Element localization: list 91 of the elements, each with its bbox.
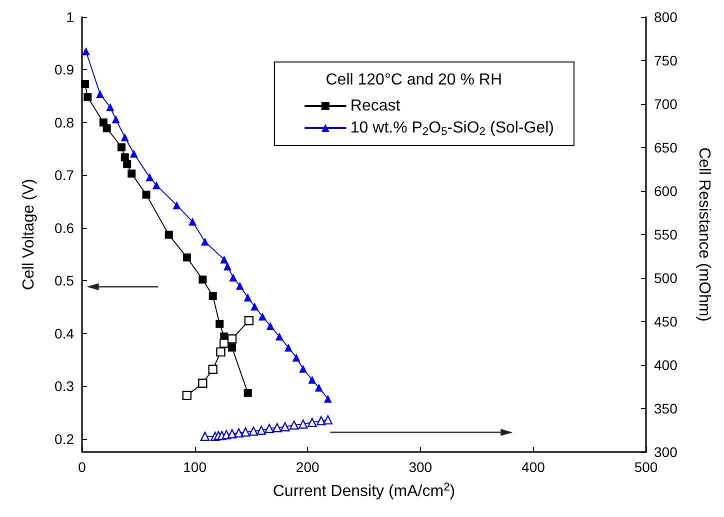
point: [188, 218, 197, 226]
x-tick-label: 200: [296, 459, 320, 475]
point: [256, 426, 266, 435]
point: [198, 276, 207, 284]
point: [224, 262, 232, 270]
point: [198, 378, 208, 388]
point: [172, 201, 181, 210]
point: [299, 364, 308, 373]
y2-tick-label: 400: [654, 357, 678, 373]
point: [208, 292, 217, 300]
point: [142, 190, 150, 199]
point: [258, 312, 266, 320]
point: [220, 338, 229, 348]
point: [96, 90, 104, 98]
y2-tick-label: 350: [654, 400, 678, 416]
y2-tick-label: 450: [654, 314, 678, 330]
point: [292, 354, 300, 362]
point: [227, 429, 237, 438]
point: [280, 422, 290, 432]
point: [289, 420, 299, 430]
x-tick-label: 100: [183, 459, 207, 475]
point: [240, 427, 250, 437]
point: [236, 282, 244, 290]
point: [123, 160, 132, 168]
y2-tick-label: 500: [654, 270, 678, 286]
y2-tick-label: 300: [654, 444, 678, 460]
y-tick-label: 0.6: [54, 220, 74, 236]
point: [200, 432, 210, 441]
y-tick-label: 1: [66, 9, 74, 25]
point: [244, 316, 254, 326]
point: [266, 322, 274, 330]
y-tick-label: 0.8: [54, 114, 74, 130]
point: [308, 376, 316, 384]
point: [84, 93, 92, 102]
point: [146, 173, 154, 182]
y-tick-label: 0.2: [54, 430, 74, 447]
x-tick-label: 0: [78, 459, 86, 475]
point: [308, 418, 317, 428]
point: [227, 334, 237, 344]
y-tick-label: 0.3: [54, 378, 74, 394]
point: [314, 384, 323, 392]
point: [284, 344, 292, 352]
x-tick-label: 500: [634, 459, 658, 475]
x-tick-label: 400: [522, 459, 546, 475]
point: [164, 230, 173, 239]
point: [275, 332, 284, 341]
point: [244, 388, 252, 397]
y-tick-label: 0.5: [54, 272, 74, 289]
y2-tick-label: 600: [654, 183, 678, 199]
point: [130, 150, 138, 158]
legend-label: Recast: [350, 98, 401, 114]
point: [316, 416, 326, 426]
point: [106, 103, 114, 112]
point: [234, 428, 244, 438]
point: [82, 47, 90, 56]
point: [298, 420, 308, 429]
y2-tick-label: 750: [654, 52, 678, 68]
point: [272, 423, 282, 432]
point: [112, 115, 120, 124]
point: [182, 390, 192, 400]
y-tick-label: 0.4: [54, 325, 74, 342]
point: [250, 302, 259, 310]
point: [200, 238, 209, 246]
y-tick-label: 0.7: [54, 167, 74, 184]
point: [120, 133, 129, 142]
y2-axis-title: Cell Resistance (mOhm): [696, 147, 712, 322]
point: [216, 347, 226, 357]
x-tick-label: 300: [408, 459, 432, 475]
y-axis-title: Cell Voltage (V): [20, 178, 38, 290]
point: [323, 415, 333, 424]
point: [229, 273, 238, 282]
point: [208, 364, 218, 374]
point: [264, 424, 274, 434]
point: [324, 394, 332, 403]
point: [220, 256, 228, 264]
point: [182, 253, 191, 262]
legend-title: Cell 120°C and 20 % RH: [326, 72, 502, 88]
y2-tick-label: 650: [654, 140, 678, 156]
point: [248, 426, 258, 436]
point: [228, 344, 236, 352]
point: [128, 170, 136, 178]
point: [152, 181, 160, 190]
point: [102, 124, 111, 132]
y2-tick-label: 550: [654, 226, 678, 242]
y2-tick-label: 800: [654, 9, 678, 25]
point: [117, 143, 126, 152]
point: [81, 80, 90, 88]
point: [216, 320, 224, 328]
y2-tick-label: 700: [654, 96, 678, 112]
point: [244, 294, 252, 302]
y-tick-label: 0.9: [54, 62, 74, 78]
